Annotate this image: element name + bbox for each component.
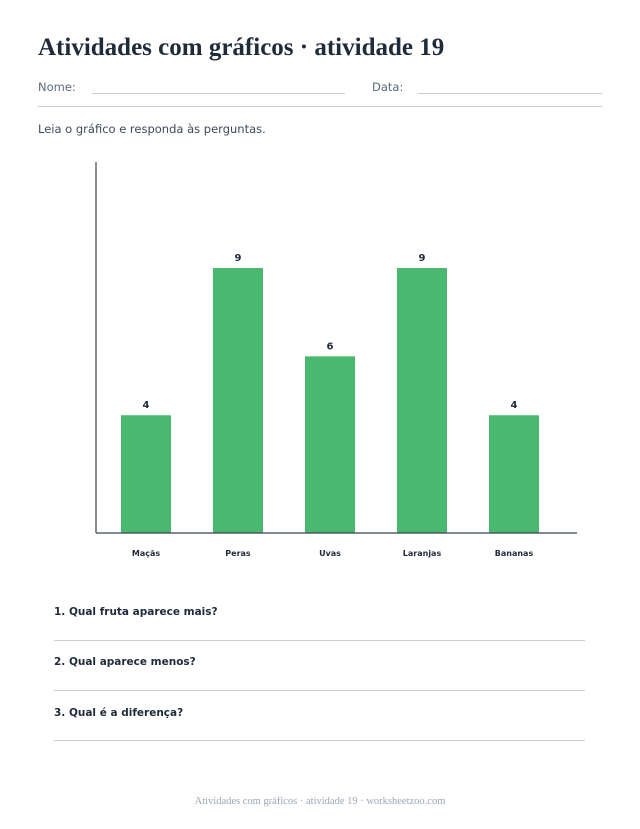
- question-3: 3. Qual é a diferença?: [54, 707, 184, 719]
- category-labels-group: Maçãs Peras Uvas Laranjas Bananas: [132, 549, 534, 558]
- page-title: Atividades com gráficos · atividade 19: [38, 34, 445, 61]
- bar-3: [305, 356, 355, 533]
- category-label-4: Laranjas: [403, 549, 442, 558]
- date-field-line[interactable]: [418, 93, 602, 94]
- header-divider: [38, 106, 602, 107]
- instructions-text: Leia o gráfico e responda às perguntas.: [38, 122, 266, 136]
- bar-4: [397, 268, 447, 533]
- name-field-line[interactable]: [92, 93, 345, 94]
- bar-5: [489, 415, 539, 533]
- bar-1: [121, 415, 171, 533]
- question-2: 2. Qual aparece menos?: [54, 656, 196, 668]
- bar-2: [213, 268, 263, 533]
- bar-value-label-1: 4: [143, 400, 150, 411]
- bar-value-label-5: 4: [511, 400, 518, 411]
- bar-value-label-4: 9: [419, 253, 426, 264]
- date-label: Data:: [372, 80, 404, 94]
- category-label-3: Uvas: [319, 549, 341, 558]
- category-label-1: Maçãs: [132, 549, 161, 558]
- value-labels-group: 4 9 6 9 4: [143, 253, 518, 411]
- question-1: 1. Qual fruta aparece mais?: [54, 606, 218, 618]
- answer-line-1[interactable]: [54, 640, 585, 641]
- answer-line-3[interactable]: [54, 740, 585, 741]
- category-label-5: Bananas: [495, 549, 534, 558]
- bar-chart: 4 9 6 9 4 Maçãs Peras Uvas Laranjas Bananas: [95, 162, 577, 558]
- bars-group: [121, 268, 539, 533]
- footer-text: Atividades com gráficos · atividade 19 ·…: [194, 796, 446, 807]
- category-label-2: Peras: [225, 549, 251, 558]
- bar-value-label-2: 9: [235, 253, 242, 264]
- answer-line-2[interactable]: [54, 690, 585, 691]
- bar-value-label-3: 6: [327, 341, 334, 352]
- name-label: Nome:: [38, 80, 76, 94]
